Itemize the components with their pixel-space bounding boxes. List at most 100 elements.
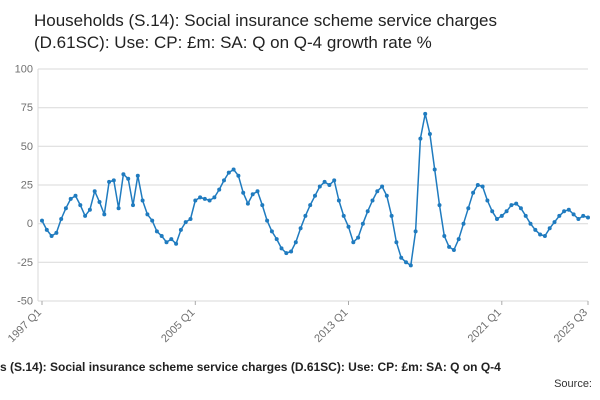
data-point <box>432 167 437 172</box>
data-point <box>150 218 155 223</box>
data-point <box>154 229 159 234</box>
data-point <box>255 189 260 194</box>
data-point <box>44 227 49 232</box>
data-point <box>102 212 107 217</box>
data-point <box>97 199 102 204</box>
data-point <box>586 215 590 220</box>
data-point <box>327 182 332 187</box>
data-point <box>140 198 145 203</box>
data-point <box>59 216 64 221</box>
data-point <box>317 184 322 189</box>
data-point <box>164 240 169 245</box>
data-point <box>265 218 270 223</box>
data-point <box>356 235 361 240</box>
data-point <box>231 167 236 172</box>
data-point <box>461 221 466 226</box>
data-point <box>552 219 557 224</box>
data-point <box>442 233 447 238</box>
data-point <box>495 216 499 221</box>
data-point <box>480 184 485 189</box>
data-point <box>198 195 203 200</box>
data-point <box>145 212 150 217</box>
data-point <box>499 213 504 218</box>
data-point <box>581 213 586 218</box>
data-point <box>73 193 78 198</box>
data-point <box>174 241 179 246</box>
data-point <box>341 213 346 218</box>
data-point <box>380 184 385 189</box>
data-point <box>399 255 404 260</box>
data-point <box>538 232 543 237</box>
data-point <box>250 192 255 197</box>
data-point <box>504 209 509 214</box>
data-point <box>404 260 408 265</box>
source-label: Source: <box>554 377 592 390</box>
data-point <box>260 202 265 207</box>
data-point <box>49 233 54 238</box>
data-point <box>274 236 279 241</box>
data-point <box>576 216 581 221</box>
data-point <box>298 226 303 231</box>
data-point <box>423 111 428 116</box>
data-point <box>178 227 183 232</box>
data-point <box>351 240 356 245</box>
data-point <box>226 170 231 175</box>
data-point <box>451 247 456 252</box>
data-point <box>135 173 140 178</box>
data-point <box>212 195 217 200</box>
data-point <box>533 227 538 232</box>
data-point <box>183 219 188 224</box>
data-point <box>408 263 413 268</box>
y-tick-label: -25 <box>17 257 33 269</box>
data-point <box>202 196 207 201</box>
data-point <box>360 221 365 226</box>
data-point <box>471 190 476 195</box>
data-point <box>557 213 562 218</box>
x-tick-label: 2005 Q1 <box>159 307 197 345</box>
data-point <box>159 233 164 238</box>
data-point <box>222 178 226 183</box>
data-point <box>418 136 423 141</box>
data-point <box>207 198 212 203</box>
data-point <box>571 212 576 217</box>
data-point <box>121 172 126 177</box>
data-point <box>131 202 135 207</box>
data-point <box>514 201 519 206</box>
data-point <box>303 213 308 218</box>
data-point <box>566 207 571 212</box>
y-tick-label: -50 <box>17 295 33 307</box>
data-point <box>289 249 294 254</box>
data-point <box>437 202 442 207</box>
y-tick-label: 25 <box>21 179 33 191</box>
data-point <box>394 240 399 245</box>
data-point <box>193 198 198 203</box>
data-point <box>107 179 112 184</box>
data-point <box>466 206 471 211</box>
chart-area: -50 -25 0 25 50 75 100 1997 Q1 2005 Q1 2013 Q1 202… <box>0 57 600 359</box>
data-point <box>456 236 461 241</box>
data-point <box>308 202 313 207</box>
data-point <box>63 206 68 211</box>
data-point <box>78 202 83 207</box>
data-point <box>375 189 380 194</box>
data-point <box>126 176 131 181</box>
data-point <box>40 218 44 223</box>
data-point <box>245 201 250 206</box>
data-point <box>485 198 490 203</box>
data-point <box>111 178 116 183</box>
y-tick-label: 75 <box>21 102 33 114</box>
data-point <box>509 202 514 207</box>
data-point <box>54 230 59 235</box>
y-tick-label: 0 <box>27 218 33 230</box>
data-point <box>413 229 418 234</box>
data-point <box>87 207 92 212</box>
data-point <box>475 182 480 187</box>
data-point <box>217 187 222 192</box>
x-tick-label: 2013 Q1 <box>312 307 350 345</box>
line-chart: -50 -25 0 25 50 75 100 1997 Q1 2005 Q1 2013 Q1 202… <box>6 63 590 345</box>
data-point <box>427 131 432 136</box>
data-point <box>447 244 452 249</box>
data-point <box>169 236 174 241</box>
data-point <box>542 233 547 238</box>
